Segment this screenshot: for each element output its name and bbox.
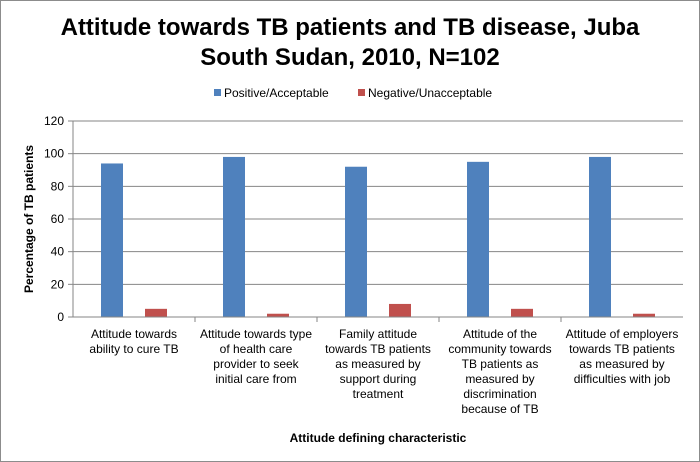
- bar-positive: [589, 156, 611, 317]
- x-category-label: Attitude of employers: [566, 327, 679, 341]
- y-tick-label: 20: [51, 277, 65, 291]
- x-axis-title: Attitude defining characteristic: [290, 431, 467, 445]
- bar-positive: [467, 161, 489, 317]
- y-axis-title: Percentage of TB patients: [22, 145, 36, 293]
- legend-label-positive: Positive/Acceptable: [224, 86, 329, 100]
- x-category-label: ability to cure TB: [89, 342, 178, 356]
- x-category-label: Family attitude: [339, 327, 417, 341]
- x-category-label: provider to seek: [213, 357, 299, 371]
- bars: [101, 156, 655, 317]
- x-category-label: as measured by: [579, 357, 664, 371]
- y-tick-label: 40: [51, 245, 65, 259]
- x-category-label: difficulties with job: [574, 372, 671, 386]
- y-axis-ticks: 0 20 40 60 80 100 120: [44, 114, 73, 324]
- y-tick-label: 60: [51, 212, 65, 226]
- x-category-label: of health care: [220, 342, 293, 356]
- x-category-label: Attitude of the: [463, 327, 537, 341]
- bar-negative: [145, 308, 167, 317]
- bar-negative: [633, 313, 655, 317]
- y-tick-label: 80: [51, 179, 65, 193]
- x-category-label: support during: [340, 372, 417, 386]
- x-category-label: measured by: [465, 372, 534, 386]
- x-category-label: TB patients as: [462, 357, 539, 371]
- gridlines: [73, 120, 683, 285]
- chart-title-line-2: South Sudan, 2010, N=102: [200, 44, 499, 71]
- x-category-label: towards TB patients: [569, 342, 675, 356]
- x-category-label: treatment: [353, 387, 404, 401]
- bar-negative: [389, 303, 411, 317]
- x-category-label: discrimination: [463, 387, 536, 401]
- legend: Positive/Acceptable Negative/Unacceptabl…: [214, 86, 492, 100]
- chart-title-line-1: Attitude towards TB patients and TB dise…: [61, 14, 640, 41]
- x-category-label: as measured by: [335, 357, 420, 371]
- legend-label-negative: Negative/Unacceptable: [368, 86, 492, 100]
- x-category-label: initial care from: [215, 372, 296, 386]
- legend-swatch-positive: [214, 89, 221, 96]
- bar-negative: [267, 313, 289, 317]
- x-category-label: Attitude towards: [91, 327, 177, 341]
- axes: [72, 121, 683, 322]
- y-tick-label: 100: [44, 147, 64, 161]
- y-tick-label: 0: [57, 310, 64, 324]
- bar-positive: [345, 166, 367, 317]
- y-tick-label: 120: [44, 114, 64, 128]
- x-category-label: towards TB patients: [325, 342, 431, 356]
- bar-positive: [101, 163, 123, 317]
- x-category-label: because of TB: [461, 402, 538, 416]
- x-category-label: Attitude towards type: [200, 327, 312, 341]
- bar-positive: [223, 156, 245, 317]
- x-category-label: community towards: [448, 342, 551, 356]
- bar-negative: [511, 308, 533, 317]
- legend-swatch-negative: [358, 89, 365, 96]
